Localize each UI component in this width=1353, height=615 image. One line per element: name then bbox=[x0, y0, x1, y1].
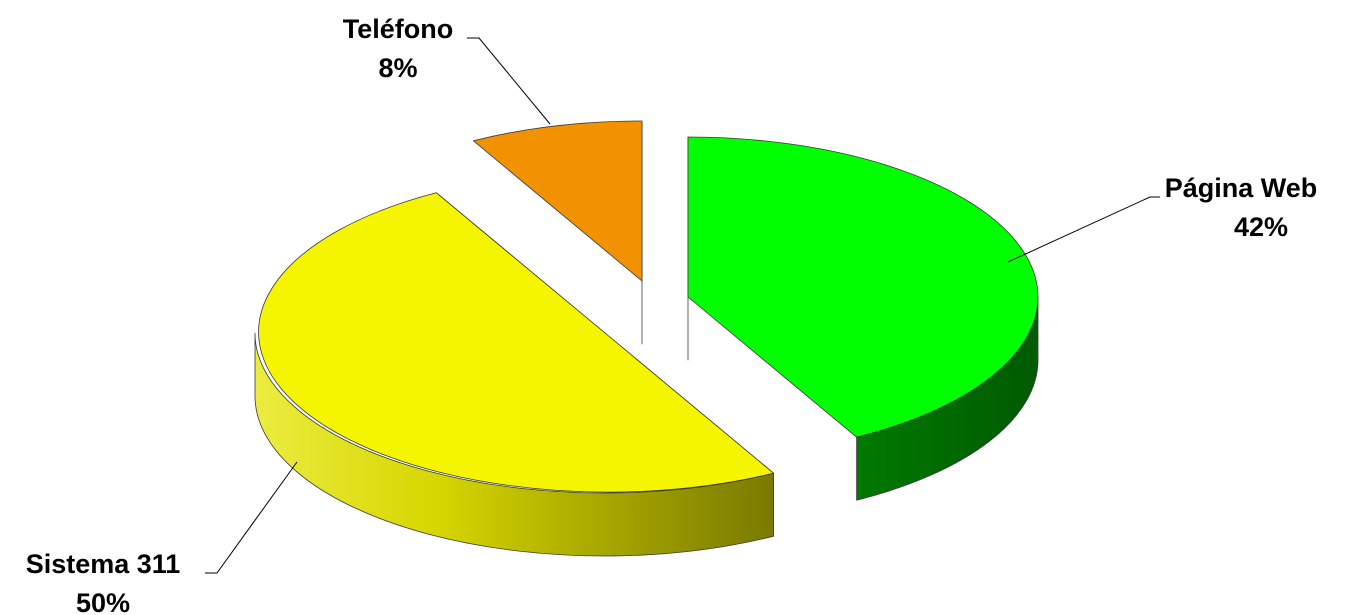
pie-slice-0 bbox=[687, 136, 1039, 501]
pie-slices bbox=[254, 120, 1039, 557]
slice-percent-label: 42% bbox=[1234, 212, 1288, 242]
slice-percent-label: 8% bbox=[378, 53, 417, 83]
slice-percent-label: 50% bbox=[76, 588, 130, 615]
leader-line-0 bbox=[1007, 196, 1160, 263]
pie-slice-1-rim bbox=[254, 332, 774, 557]
slice-category-label: Página Web bbox=[1165, 173, 1318, 203]
leader-line-2 bbox=[467, 37, 551, 125]
slice-category-label: Sistema 311 bbox=[26, 549, 181, 579]
pie-slice-2-top bbox=[473, 120, 643, 282]
pie-slice-0-top bbox=[687, 136, 1039, 438]
pie-labels: Página Web 42% Sistema 311 50% Teléfono 8% bbox=[26, 14, 1318, 615]
slice-category-label: Teléfono bbox=[343, 14, 454, 44]
pie-slice-2 bbox=[473, 120, 643, 345]
pie-slice-1 bbox=[254, 192, 774, 557]
pie-slice-1-top bbox=[258, 192, 774, 493]
leader-line-1 bbox=[205, 461, 298, 574]
